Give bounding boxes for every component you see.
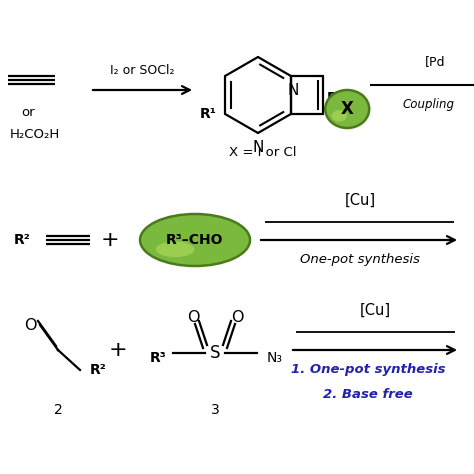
Text: [Pd: [Pd (425, 55, 445, 69)
Text: One-pot synthesis: One-pot synthesis (300, 254, 420, 266)
Text: O: O (24, 318, 36, 332)
Text: S: S (210, 344, 220, 362)
Text: [Cu]: [Cu] (345, 192, 375, 208)
Text: N: N (287, 82, 299, 98)
Text: I₂ or SOCl₂: I₂ or SOCl₂ (110, 64, 174, 76)
Text: or: or (21, 106, 35, 118)
Text: R²: R² (327, 91, 344, 105)
Text: O: O (187, 310, 199, 325)
Text: R¹: R¹ (200, 107, 217, 121)
Text: X = I or Cl: X = I or Cl (229, 146, 297, 158)
Text: H₂CO₂H: H₂CO₂H (10, 128, 60, 140)
Text: N: N (252, 139, 264, 155)
Text: 3: 3 (210, 403, 219, 417)
Text: R²: R² (14, 233, 31, 247)
Text: +: + (109, 340, 128, 360)
Text: Coupling: Coupling (403, 98, 455, 110)
Text: R²: R² (90, 363, 107, 377)
Ellipse shape (325, 90, 369, 128)
Text: N₃: N₃ (267, 351, 283, 365)
Text: +: + (100, 230, 119, 250)
Text: R³: R³ (150, 351, 167, 365)
Text: 1. One-pot synthesis: 1. One-pot synthesis (291, 364, 445, 376)
Text: 2: 2 (54, 403, 63, 417)
Text: X: X (341, 100, 354, 118)
Text: R³–CHO: R³–CHO (166, 233, 224, 247)
Text: [Cu]: [Cu] (359, 302, 391, 318)
Ellipse shape (332, 110, 347, 121)
Ellipse shape (156, 242, 194, 257)
Ellipse shape (140, 214, 250, 266)
Text: O: O (231, 310, 243, 325)
Text: 2. Base free: 2. Base free (323, 389, 413, 401)
